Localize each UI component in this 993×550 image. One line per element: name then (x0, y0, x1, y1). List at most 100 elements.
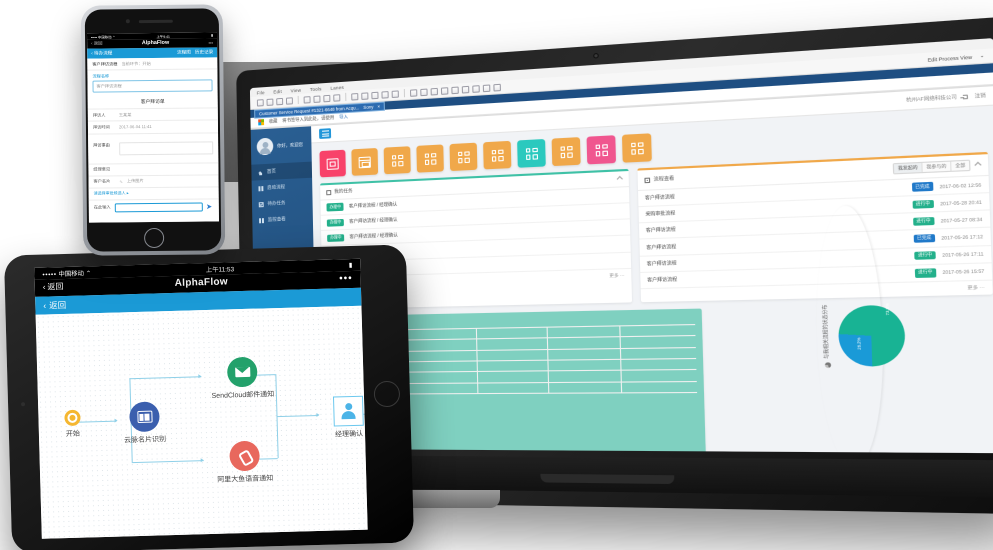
open-icon[interactable] (266, 98, 274, 106)
workflow-node-mail[interactable]: SendCloud邮件通知 (187, 356, 298, 402)
save-icon[interactable] (276, 97, 284, 105)
edit-process-view-button[interactable]: Edit Process View ⌄ (928, 52, 985, 62)
close-icon[interactable]: × (377, 103, 381, 109)
process-tile-9[interactable] (586, 135, 617, 165)
menu-tools[interactable]: Tools (309, 86, 322, 93)
text-icon[interactable] (371, 91, 379, 99)
comment-input[interactable] (114, 202, 203, 213)
zoom-in-icon[interactable] (430, 87, 438, 96)
workflow-node-start[interactable]: 开始 (48, 409, 97, 439)
more-icon[interactable]: ••• (339, 272, 353, 285)
process-tile-2[interactable] (351, 147, 379, 176)
chevron-up-icon[interactable] (974, 161, 982, 169)
print-icon[interactable] (285, 96, 293, 105)
process-tile-6[interactable] (483, 140, 512, 170)
paste-icon[interactable] (323, 94, 331, 102)
validate-icon[interactable] (451, 85, 459, 94)
form-field-memo[interactable]: 拜访事由 (88, 132, 219, 165)
logout-icon[interactable] (963, 94, 969, 100)
tablet-back-button[interactable]: ‹ 返回 (42, 282, 64, 292)
chevron-left-icon[interactable]: ‹ (43, 300, 47, 311)
grid-icon (259, 217, 264, 223)
help-icon[interactable] (493, 83, 501, 92)
send-icon[interactable] (207, 203, 214, 210)
zoom-level-icon[interactable] (420, 88, 428, 96)
wifi-icon: ⌃ (112, 34, 116, 39)
field-label: 客户名片 (93, 178, 111, 184)
form-title: 客户拜访单 (87, 94, 218, 110)
status-badge: 已完成 (913, 233, 936, 244)
process-list: 客户拜访流程 已完成 2017-06-02 12:56 采购审批流程 进行中 2017-0… (638, 175, 993, 290)
phone-blue-actions[interactable]: 流程图 历史记录 (177, 49, 213, 55)
workflow-node-sms[interactable]: 阿里大鱼语音通知 (189, 439, 300, 485)
hamburger-icon[interactable] (319, 128, 332, 139)
status-left: ••••• 中国移动 ⌃ (91, 34, 115, 39)
cut-icon[interactable] (303, 95, 311, 104)
bookmark-label[interactable]: 收藏 (268, 118, 278, 124)
menu-view[interactable]: View (290, 87, 302, 94)
process-tile-1[interactable] (319, 149, 346, 178)
copy-icon[interactable] (313, 94, 321, 103)
chevron-down-icon[interactable]: ⌄ (979, 52, 985, 59)
laptop-notch (540, 473, 675, 485)
sidebar-item-monitor[interactable]: 监控查看 (252, 210, 313, 229)
workflow-node-label: 云脉名片识别 (124, 436, 167, 445)
phone-back-button[interactable]: ‹ 返回 (91, 40, 103, 46)
zoom-out-icon[interactable] (440, 86, 449, 95)
more-icon[interactable]: ••• (208, 39, 214, 45)
menu-edit[interactable]: Edit (273, 88, 282, 95)
process-filter-全部[interactable]: 全部 (951, 160, 970, 171)
workflow-canvas[interactable]: 开始 云脉名片识别 SendCloud邮件通知 (35, 305, 368, 539)
edit-process-view-label: Edit Process View (927, 53, 973, 63)
process-tile-5[interactable] (449, 142, 478, 172)
workflow-node-approve[interactable]: 经理确认 (319, 395, 368, 440)
delete-icon[interactable] (333, 93, 341, 102)
process-tile-4[interactable] (416, 144, 444, 173)
workflow-node-ocr[interactable]: 云脉名片识别 (116, 401, 173, 446)
flowchart-link[interactable]: 流程图 (176, 49, 191, 55)
logout-link[interactable]: 注销 (974, 92, 986, 99)
shape-icon[interactable] (381, 90, 389, 99)
export-icon[interactable] (482, 83, 491, 92)
tablet-blue-back-label: 返回 (49, 299, 67, 311)
table-icon[interactable] (391, 89, 399, 98)
workflow-node-label: 开始 (65, 430, 81, 439)
tablet-screen: ••••• 中国移动 ⌃ 上午11:53 ▮ ‹ 返回 AlphaFlow ••… (34, 258, 368, 539)
process-filter-我发起的[interactable]: 我发起的 (893, 162, 923, 174)
check-icon (259, 202, 264, 207)
select-icon[interactable] (351, 92, 359, 101)
menu-file[interactable]: File (256, 90, 265, 96)
connector-icon[interactable] (361, 91, 369, 100)
clock-label: 上午11:53 (205, 265, 235, 274)
form-footer: 在此输入 (89, 199, 219, 215)
sidebar-user[interactable]: 你好，欢迎您 (251, 126, 312, 164)
memo-textarea[interactable] (119, 140, 214, 155)
menu-lanes[interactable]: Lanes (330, 84, 344, 91)
phone-blue-back[interactable]: ‹ 待办流程 (91, 50, 113, 56)
import-bookmarks-link[interactable]: 导入 (339, 113, 349, 120)
chevron-up-icon[interactable] (616, 175, 623, 182)
process-panel: 流程查看 我发起的 我参与的 全部 客户拜访流程 已完成 2017-06-02 12:5… (637, 151, 993, 303)
field-label: 拜访事由 (93, 142, 110, 148)
process-filter-我参与的[interactable]: 我参与的 (922, 161, 952, 173)
process-date: 2017-05-28 20:41 (939, 198, 982, 207)
layout-icon[interactable] (472, 84, 480, 93)
history-link[interactable]: 历史记录 (194, 49, 214, 55)
search-icon[interactable] (409, 88, 418, 97)
avatar (256, 137, 274, 156)
process-tile-8[interactable] (551, 137, 581, 167)
process-tile-10[interactable] (621, 133, 652, 163)
workflow-node-label: 经理确认 (334, 430, 364, 439)
battery-icon: ▮ (211, 33, 214, 38)
process-name-input[interactable]: 客户拜访流程 (92, 79, 213, 93)
process-filters[interactable]: 我发起的 我参与的 全部 (892, 159, 971, 175)
edge-join-approve (276, 414, 319, 418)
process-date: 2017-05-26 15:57 (942, 268, 985, 276)
process-tile-7[interactable] (517, 138, 546, 168)
new-icon[interactable] (256, 98, 264, 107)
phone-home-button[interactable] (144, 227, 165, 249)
tablet-device: ••••• 中国移动 ⌃ 上午11:53 ▮ ‹ 返回 AlphaFlow ••… (3, 244, 415, 550)
grid-icon[interactable] (461, 85, 470, 94)
process-tile-3[interactable] (383, 146, 411, 175)
pie-chart-card: 与我相关流程的状态分布 26.2% 73.8% (812, 204, 906, 453)
